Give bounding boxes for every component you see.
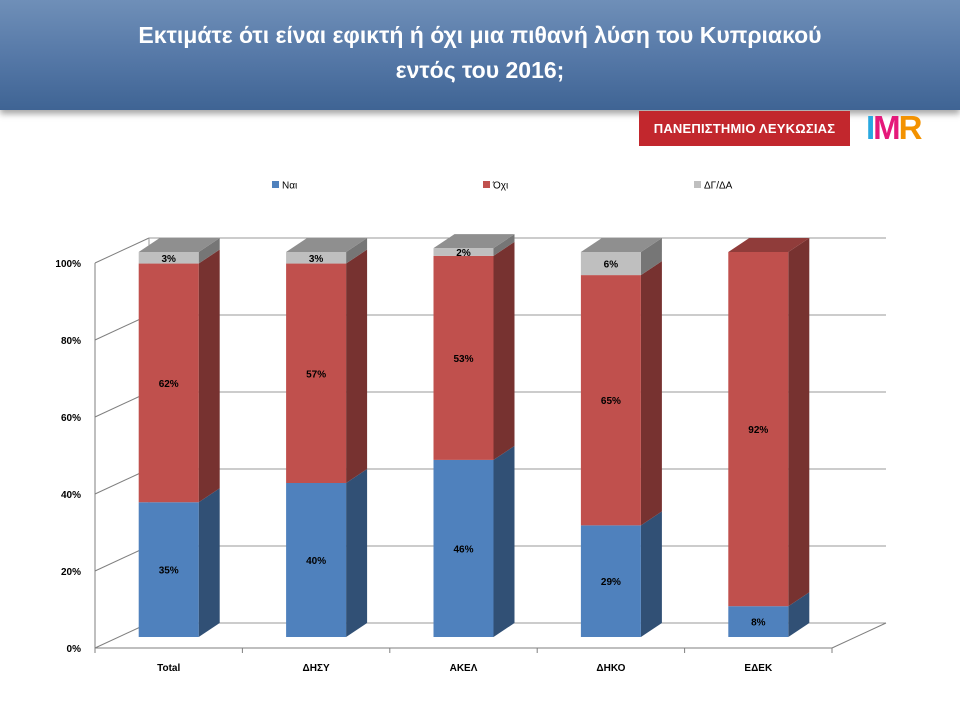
legend-swatch — [694, 181, 701, 188]
title-line-1: Εκτιμάτε ότι είναι εφικτή ή όχι μια πιθα… — [138, 22, 822, 48]
bar-side — [346, 469, 368, 637]
y-tick-label: 40% — [61, 490, 81, 501]
x-tick-label: ΔΗΚΟ — [596, 663, 625, 674]
bar-segment — [138, 502, 199, 637]
bar-side — [346, 249, 368, 483]
y-tick-label: 60% — [61, 413, 81, 424]
bar-segment — [580, 525, 641, 637]
y-tick-label: 20% — [61, 567, 81, 578]
side-wall-gridline — [94, 237, 150, 264]
data-label: 62% — [159, 379, 179, 390]
bar-segment — [138, 252, 199, 264]
legend-swatch — [483, 181, 490, 188]
bar-side — [493, 445, 515, 637]
bar-segment — [286, 252, 347, 264]
bar-side — [198, 238, 220, 264]
imr-logo-r: R — [898, 109, 923, 146]
data-label: 92% — [748, 425, 768, 436]
data-label: 8% — [751, 618, 766, 629]
legend-label: Όχι — [492, 181, 508, 192]
bar-segment — [580, 275, 641, 526]
data-label: 65% — [601, 396, 621, 407]
y-tick-label: 80% — [61, 336, 81, 347]
bar-side — [640, 261, 662, 526]
title-line-2: εντός του 2016; — [395, 57, 565, 83]
bar-top — [286, 238, 368, 252]
bar-segment — [433, 459, 494, 637]
data-label: 40% — [306, 556, 326, 567]
imr-logo: IMR — [866, 106, 923, 150]
bar-segment — [286, 483, 347, 637]
data-label: 6% — [604, 260, 619, 271]
legend-swatch — [272, 181, 279, 188]
data-label: 3% — [161, 254, 176, 265]
data-label: 29% — [601, 577, 621, 588]
x-tick-label: ΔΗΣΥ — [303, 663, 330, 674]
bar-segment — [433, 255, 494, 460]
bar-segment — [433, 248, 494, 256]
data-label: 35% — [159, 566, 179, 577]
x-tick-label: ΕΔΕΚ — [744, 663, 773, 674]
data-label: 46% — [453, 544, 473, 555]
bar-side — [788, 238, 810, 607]
legend-label: Ναι — [282, 181, 297, 192]
bar-side — [493, 241, 515, 460]
y-tick-label: 100% — [55, 259, 81, 270]
bar-segment — [728, 606, 789, 637]
x-tick-label: ΑΚΕΛ — [450, 663, 478, 674]
bar-top — [433, 234, 515, 249]
imr-logo-i: I — [866, 109, 875, 146]
bar-side — [346, 238, 368, 264]
bar-side — [640, 511, 662, 637]
university-logo: ΠΑΝΕΠΙΣΤΗΜΙΟ ΛΕΥΚΩΣΙΑΣ — [639, 111, 850, 146]
bar-segment — [728, 252, 789, 607]
data-label: 3% — [309, 254, 324, 265]
bar-top — [728, 238, 810, 252]
bar-top — [580, 238, 662, 252]
bar-segment — [138, 263, 199, 503]
x-tick-label: Total — [157, 663, 180, 674]
floor-edge — [831, 622, 887, 649]
bar-side — [640, 238, 662, 276]
bar-side — [493, 234, 515, 256]
legend-label: ΔΓ/ΔΑ — [704, 181, 733, 192]
bar-segment — [286, 263, 347, 483]
data-label: 53% — [453, 354, 473, 365]
bar-side — [198, 488, 220, 637]
title-bar: Εκτιμάτε ότι είναι εφικτή ή όχι μια πιθα… — [0, 0, 960, 110]
bar-top — [138, 238, 220, 252]
bar-segment — [580, 252, 641, 276]
slide-title: Εκτιμάτε ότι είναι εφικτή ή όχι μια πιθα… — [40, 18, 920, 88]
bar-side — [788, 592, 810, 637]
data-label: 57% — [306, 369, 326, 380]
imr-logo-m: M — [873, 109, 900, 146]
bar-side — [198, 249, 220, 503]
y-tick-label: 0% — [67, 644, 82, 655]
data-label: 2% — [456, 248, 471, 259]
